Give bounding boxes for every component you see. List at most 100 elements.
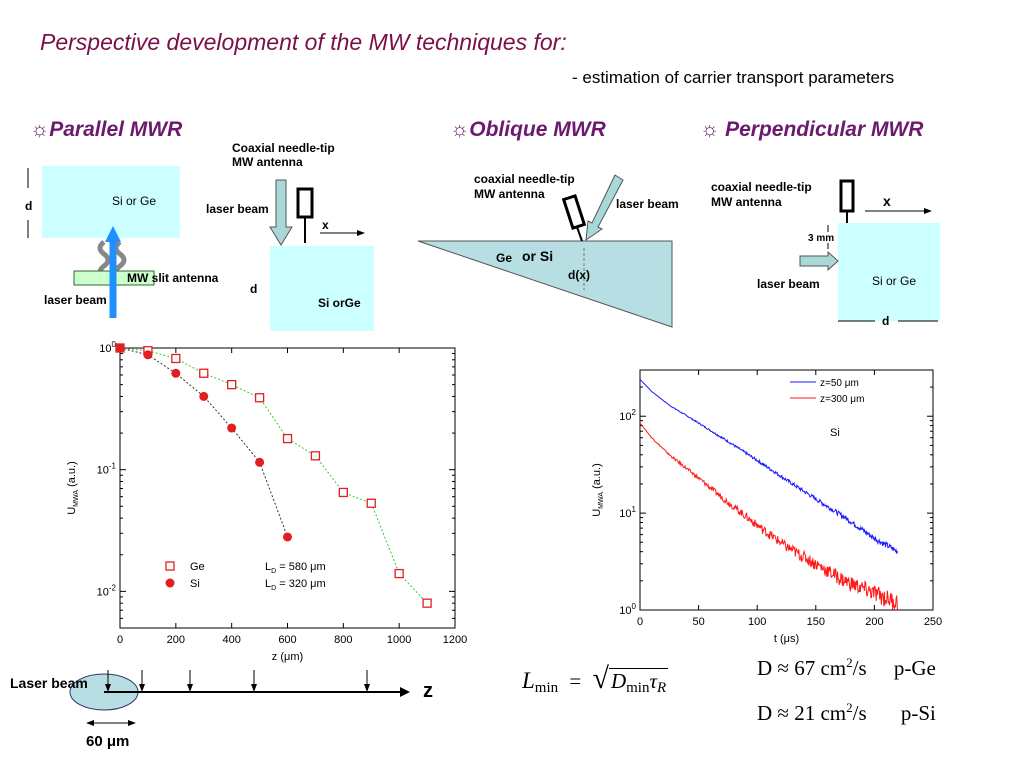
result-material: p-Ge bbox=[893, 656, 936, 680]
needle-antenna-icon bbox=[561, 193, 587, 231]
oblique-sample-label-2: or Si bbox=[522, 248, 554, 264]
page-subtitle: - estimation of carrier transport parame… bbox=[572, 68, 895, 87]
parallel2-laser-label: laser beam bbox=[206, 202, 269, 216]
z-axis-label: z bbox=[423, 680, 433, 702]
perp-mm-label: 3 mm bbox=[808, 233, 835, 244]
arrow-head-icon bbox=[251, 684, 257, 692]
tick-label-y: 100 bbox=[619, 602, 636, 617]
oblique-sample-label-1: Ge bbox=[496, 251, 513, 265]
perp-d-label: d bbox=[882, 314, 890, 328]
chart-spatial-decay: 0 200 400 600 800 1000 1200 100 10-1 10-2 z (μm) UM… bbox=[66, 340, 467, 663]
section-parallel-label: Parallel MWR bbox=[49, 118, 183, 141]
data-point-ge bbox=[227, 379, 237, 390]
axis-label-x: z (μm) bbox=[272, 651, 303, 663]
bottom-scan-diagram bbox=[69, 670, 410, 726]
tick-label-x: 1200 bbox=[443, 634, 467, 646]
legend-label: Ge bbox=[190, 561, 205, 573]
decay-curve bbox=[639, 422, 899, 611]
tick-label-x: 250 bbox=[924, 616, 942, 628]
oblique-diagram bbox=[417, 174, 673, 328]
formula-lhs-sub: min bbox=[534, 680, 559, 696]
result-exponent: 2 bbox=[846, 700, 853, 715]
needle-tip bbox=[576, 226, 583, 242]
tick-label-y: 102 bbox=[619, 408, 636, 423]
chart-transient-decay: 0 50 100 150 200 250 100 101 102 t (μs) UMWA (a.u.… bbox=[591, 369, 942, 645]
formula-tau: τ bbox=[649, 669, 657, 693]
tick-label-x: 800 bbox=[334, 634, 352, 646]
laser-beam-arrow bbox=[799, 250, 839, 272]
formula-tau-sub: R bbox=[657, 680, 667, 696]
tick-label-x: 400 bbox=[222, 634, 240, 646]
tick-label-x: 200 bbox=[167, 634, 185, 646]
sample-block bbox=[270, 246, 374, 331]
parallel-sample-label: Si or Ge bbox=[112, 194, 157, 208]
data-point-ge bbox=[199, 368, 209, 378]
legend-annotation: LD = 320 μm bbox=[265, 578, 326, 592]
axis-label-y: UMWA (a.u.) bbox=[66, 461, 80, 515]
section-oblique-label: Oblique MWR bbox=[469, 118, 606, 141]
section-oblique: ☼Oblique MWR bbox=[450, 118, 606, 142]
data-point-si bbox=[143, 350, 153, 360]
tick-label-x: 0 bbox=[117, 634, 123, 646]
arrow-head-icon bbox=[139, 684, 145, 692]
plot-frame bbox=[639, 369, 934, 611]
data-point-ge bbox=[366, 498, 376, 508]
parallel2-sample-label: Si orGe bbox=[318, 296, 361, 310]
lmin-formula: Lmin = √DminτR bbox=[522, 662, 669, 697]
wedge-sample bbox=[417, 240, 673, 328]
data-point-ge bbox=[394, 568, 404, 579]
section-perpendicular-label: Perpendicular MWR bbox=[725, 118, 924, 141]
tick-label-x: 0 bbox=[637, 616, 643, 628]
oblique-laser-label: laser beam bbox=[616, 197, 679, 211]
sample-block bbox=[42, 166, 180, 238]
formula-radicand: DminτR bbox=[608, 668, 669, 696]
data-point-ge bbox=[282, 433, 293, 444]
tick-label-y: 10-1 bbox=[97, 462, 117, 477]
sun-icon: ☼ bbox=[700, 118, 720, 141]
sun-icon: ☼ bbox=[30, 118, 50, 141]
page-title: Perspective development of the MW techni… bbox=[40, 29, 567, 55]
arrow-head-icon bbox=[364, 684, 370, 692]
arrow-head-icon bbox=[924, 208, 932, 214]
sample-block bbox=[838, 223, 940, 321]
result-si: D ≈ 21 cm2/s p-Si bbox=[757, 700, 936, 726]
data-point-si bbox=[115, 343, 125, 353]
fit-curve bbox=[119, 347, 428, 604]
legend-label: z=300 μm bbox=[820, 394, 864, 405]
formula-d-sub: min bbox=[626, 680, 650, 696]
result-value: D ≈ 67 cm bbox=[757, 656, 847, 680]
parallel2-x-label: x bbox=[322, 218, 329, 232]
axis-label-y: UMWA (a.u.) bbox=[591, 463, 605, 517]
tick-label-x: 1000 bbox=[387, 634, 411, 646]
tick-label-y: 10-2 bbox=[97, 583, 117, 598]
bottom-laser-label: Laser beam bbox=[10, 675, 88, 691]
data-point-ge bbox=[338, 487, 348, 498]
data-point-ge bbox=[310, 451, 321, 461]
perp-laser-label: laser beam bbox=[757, 277, 820, 291]
scan-position-arrows bbox=[105, 670, 370, 692]
parallel2-d-label: d bbox=[250, 282, 258, 296]
axis-label-x: t (μs) bbox=[774, 633, 799, 645]
data-point-si bbox=[199, 391, 209, 401]
arrow-head-icon bbox=[105, 226, 121, 242]
legend-marker bbox=[165, 561, 175, 571]
formula-lhs: L bbox=[522, 668, 535, 693]
formula-d: D bbox=[610, 669, 627, 693]
parallel-d-label: d bbox=[25, 199, 33, 213]
sun-icon: ☼ bbox=[450, 118, 470, 141]
sqrt-icon: √ bbox=[592, 662, 609, 695]
arrow-head-icon bbox=[128, 720, 136, 726]
section-perpendicular: ☼ Perpendicular MWR bbox=[700, 118, 923, 142]
perp-sample-label: Si or Ge bbox=[872, 274, 917, 288]
parallel-laser-label: laser beam bbox=[44, 293, 107, 307]
oblique-dx-label: d(x) bbox=[568, 268, 590, 282]
laser-beam-arrow bbox=[269, 179, 293, 246]
perpendicular-diagram bbox=[799, 179, 940, 322]
arrow-head-icon bbox=[400, 687, 410, 697]
parallel-diagram-2 bbox=[269, 179, 374, 331]
section-parallel: ☼Parallel MWR bbox=[30, 118, 182, 142]
coax-antenna-label: Coaxial needle-tip MW antenna bbox=[232, 141, 335, 169]
tick-label-y: 100 bbox=[99, 340, 116, 355]
needle-antenna-icon bbox=[296, 187, 314, 219]
spot-width-label: 60 μm bbox=[86, 733, 130, 750]
